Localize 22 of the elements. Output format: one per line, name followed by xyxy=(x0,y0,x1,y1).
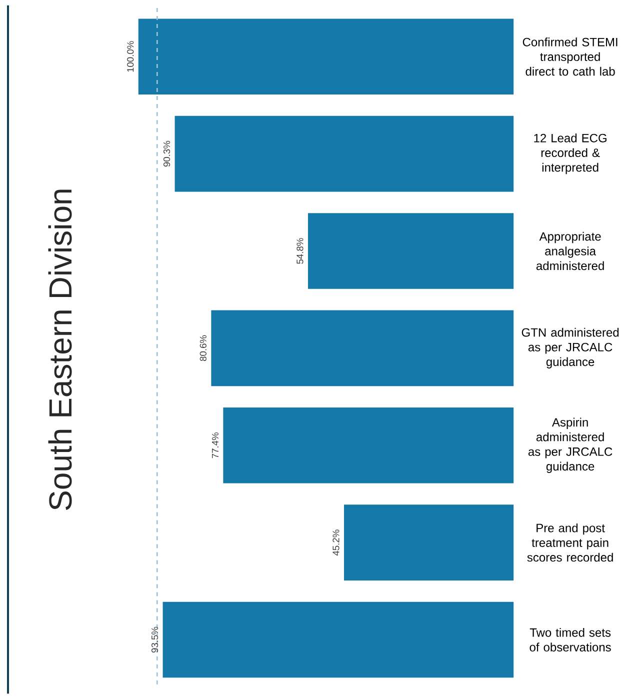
bar xyxy=(211,310,514,386)
bar xyxy=(174,116,514,192)
data-label: 54.8% xyxy=(296,238,304,264)
y-tick-label: GTN administered as per JRCALC guidance xyxy=(522,328,618,368)
y-tick-label: Pre and post treatment pain scores recorded xyxy=(527,523,613,562)
data-label: 100.0% xyxy=(126,41,134,72)
y-tick-label: Aspirin administered as per JRCALC guidance xyxy=(528,418,612,473)
bar xyxy=(344,504,514,580)
y-tick-label: Appropriate analgesia administered xyxy=(536,232,604,270)
data-label: 90.3% xyxy=(163,140,170,167)
y-tick-label: Two timed sets of observations xyxy=(530,628,611,652)
text: South Eastern Division xyxy=(48,190,72,510)
bar xyxy=(223,407,514,484)
data-label: 77.4% xyxy=(212,432,218,458)
bar xyxy=(138,18,514,95)
data-label: 80.6% xyxy=(200,335,206,362)
bar xyxy=(308,213,514,289)
y-tick-label: 12 Lead ECG recorded & interpreted xyxy=(534,134,606,174)
bar xyxy=(162,602,514,678)
data-label: 93.5% xyxy=(151,626,158,653)
data-label: 45.2% xyxy=(332,530,340,556)
y-tick-label: Confirmed STEMI transported direct to cath lab xyxy=(522,38,618,76)
